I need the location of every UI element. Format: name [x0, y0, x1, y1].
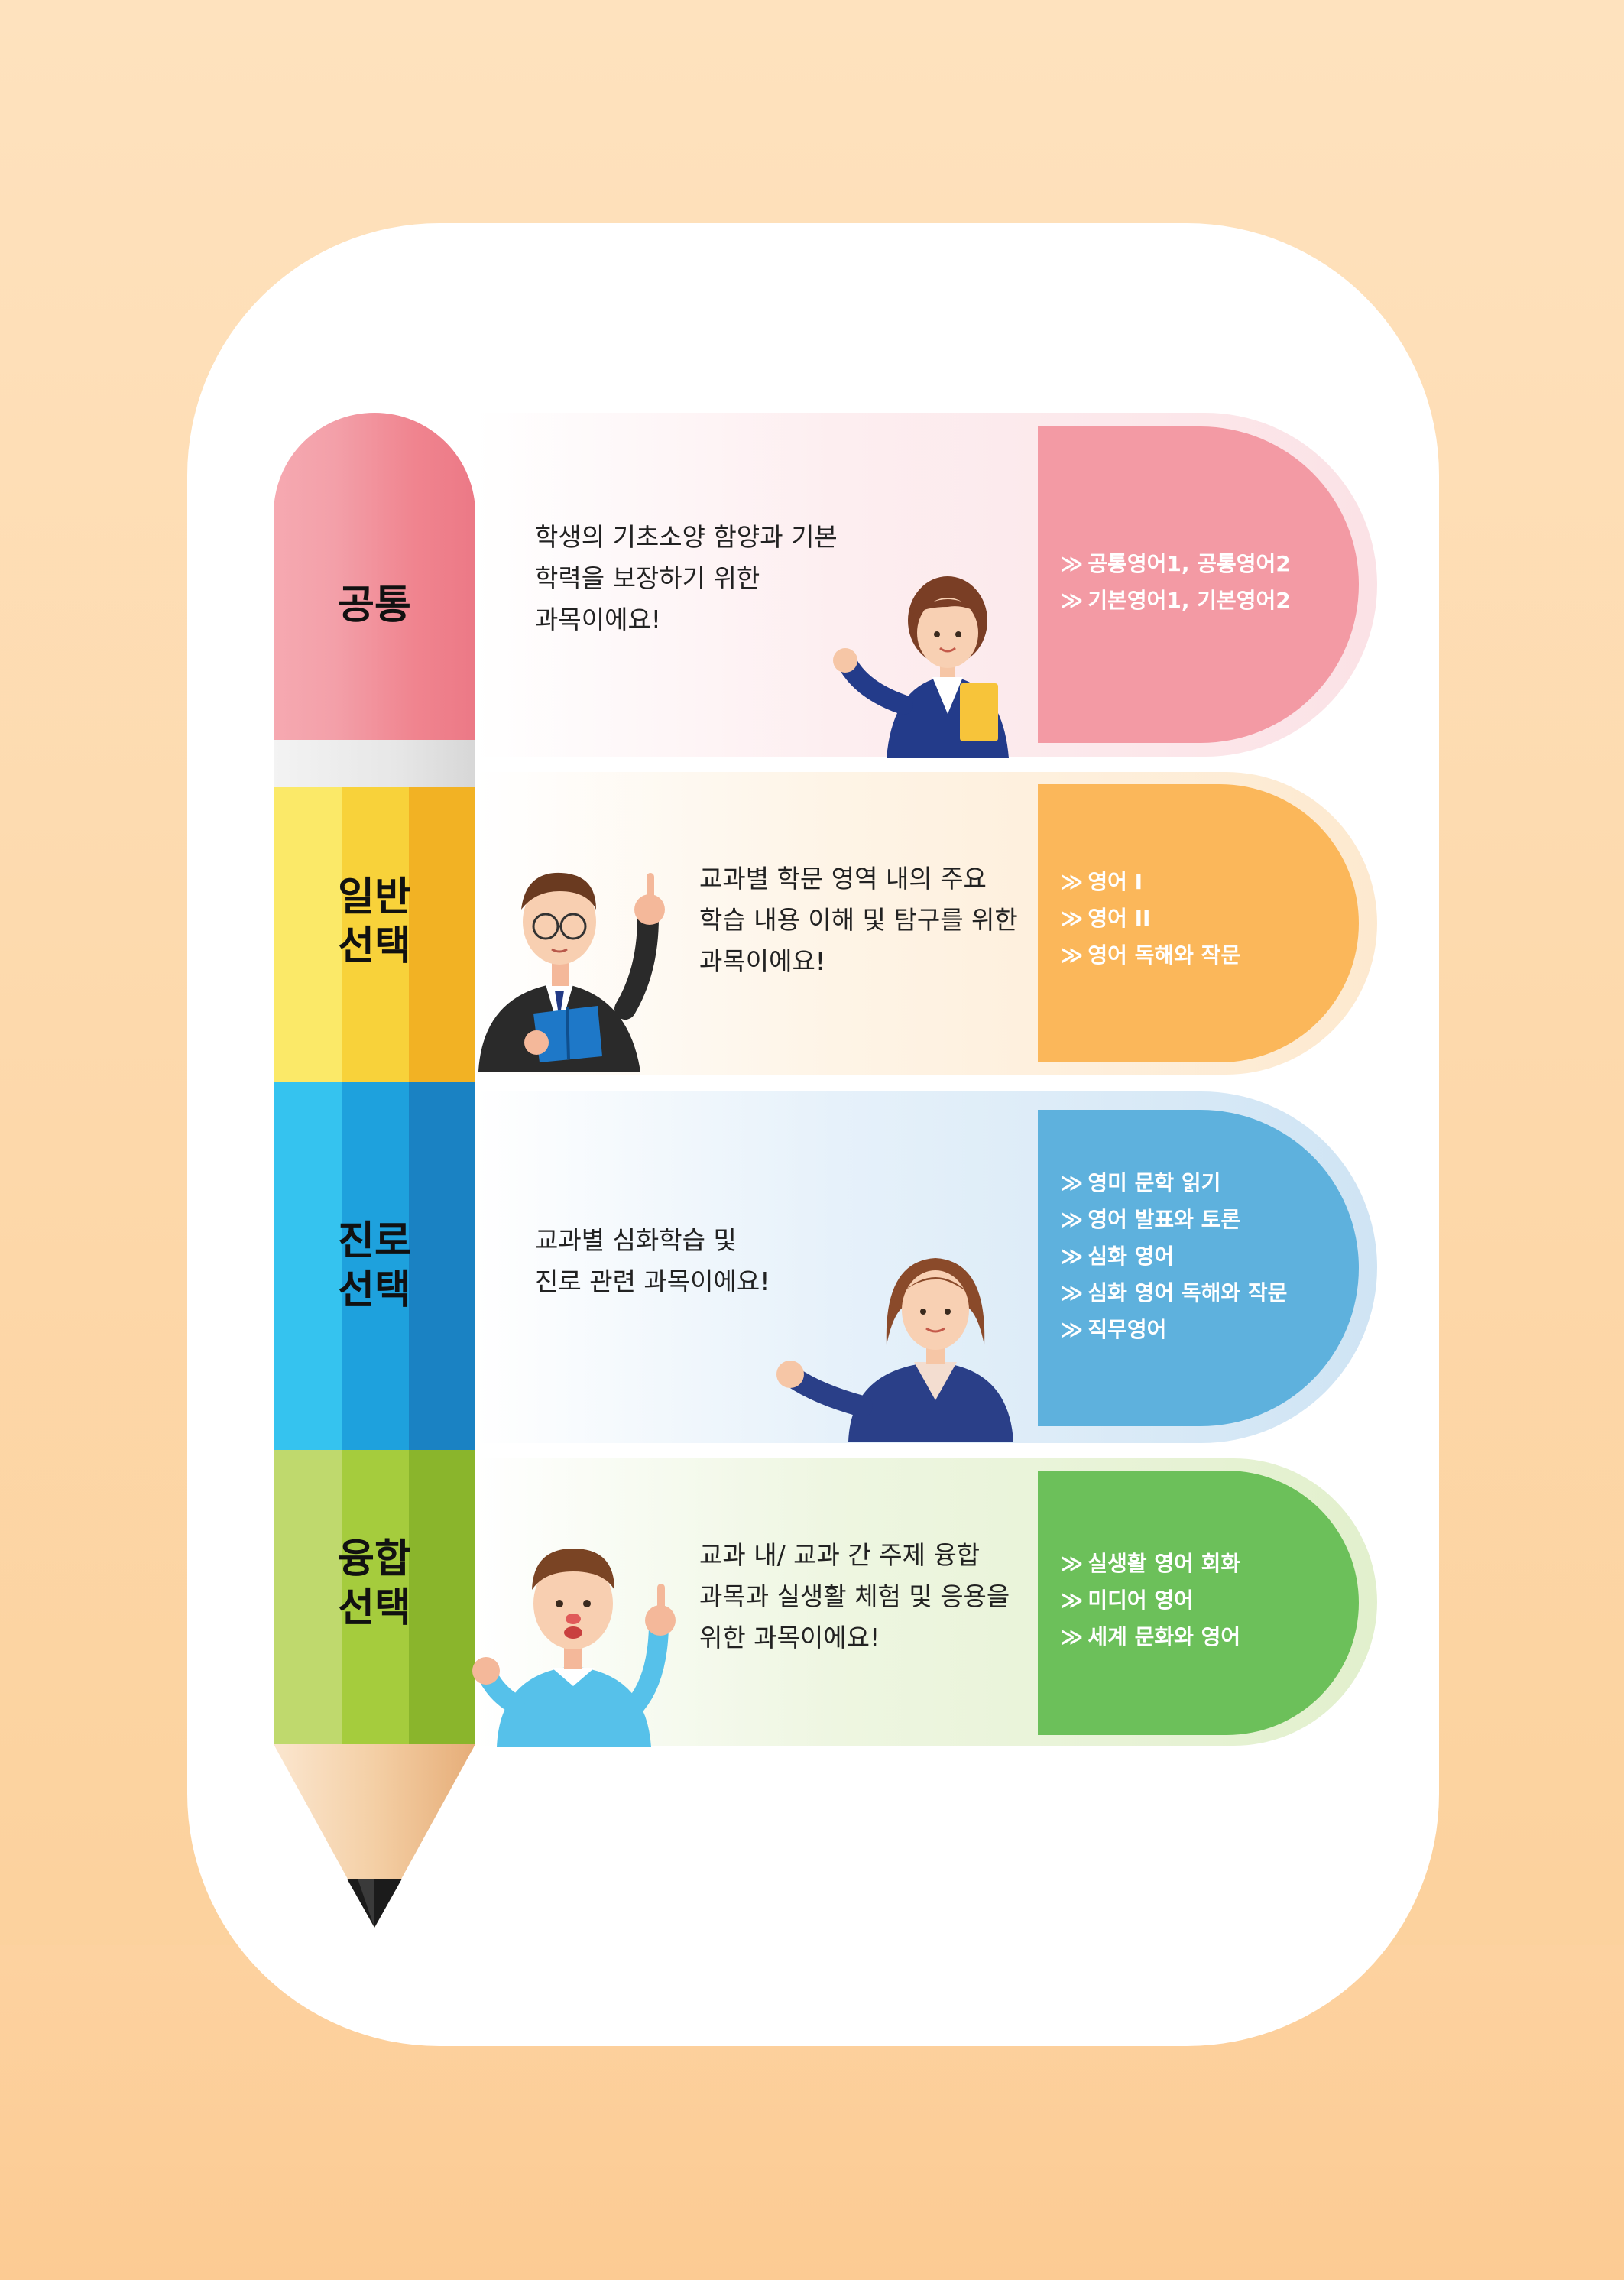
row-common-items: ≫ 공통영어1, 공통영어2 ≫ 기본영어1, 기본영어2	[1061, 546, 1291, 619]
category-label-common: 공통	[338, 582, 411, 628]
pencil-blue-segment	[274, 1082, 475, 1450]
pencil-yellow-segment	[274, 787, 475, 1082]
row-convergence-items: ≫ 실생활 영어 회화 ≫ 미디어 영어 ≫ 세계 문화와 영어	[1061, 1545, 1240, 1656]
row-career-description: 교과별 심화학습 및 진로 관련 과목이에요!	[535, 1225, 770, 1296]
list-item: ≫ 영어 독해와 작문	[1061, 942, 1241, 968]
row-career-tab	[1038, 1110, 1359, 1426]
list-item: ≫ 공통영어1, 공통영어2	[1061, 551, 1291, 576]
category-label-career: 진로 선택	[338, 1218, 411, 1313]
pencil-ferrule-segment	[274, 740, 475, 787]
pencil-tip-icon	[274, 1744, 475, 1928]
list-item: ≫ 영어 발표와 토론	[1061, 1207, 1241, 1232]
row-general-tab	[1038, 784, 1359, 1062]
list-item: ≫ 실생활 영어 회화	[1061, 1551, 1241, 1576]
category-label-convergence: 융합 선택	[338, 1536, 411, 1631]
pencil-eraser-segment	[274, 413, 475, 741]
category-label-general: 일반 선택	[338, 874, 411, 969]
list-item: ≫ 심화 영어	[1061, 1244, 1175, 1269]
row-general-description: 교과별 학문 영역 내의 주요 학습 내용 이해 및 탐구를 위한 과목이에요!	[699, 864, 1018, 976]
teacher-man-icon	[478, 872, 665, 1072]
student-boy-icon	[472, 1549, 676, 1747]
list-item: ≫ 심화 영어 독해와 작문	[1061, 1280, 1288, 1305]
list-item: ≫ 기본영어1, 기본영어2	[1061, 588, 1291, 613]
row-general-items: ≫ 영어 I ≫ 영어 II ≫ 영어 독해와 작문	[1061, 864, 1240, 974]
teacher-woman-icon	[833, 576, 1009, 758]
row-career-items: ≫ 영미 문학 읽기 ≫ 영어 발표와 토론 ≫ 심화 영어 ≫ 심화 영어 독해와 작…	[1061, 1165, 1287, 1348]
list-item: ≫ 영어 I	[1061, 869, 1143, 894]
row-common-description: 학생의 기초소양 함양과 기본 학력을 보장하기 위한 과목이에요!	[535, 522, 838, 634]
list-item: ≫ 세계 문화와 영어	[1061, 1624, 1241, 1649]
row-convergence-tab	[1038, 1471, 1359, 1735]
list-item: ≫ 영미 문학 읽기	[1061, 1170, 1221, 1195]
row-common-tab	[1038, 426, 1359, 743]
list-item: ≫ 미디어 영어	[1061, 1588, 1194, 1613]
list-item: ≫ 직무영어	[1061, 1317, 1167, 1342]
list-item: ≫ 영어 II	[1061, 906, 1151, 931]
row-convergence-description: 교과 내/ 교과 간 주제 융합 과목과 실생활 체험 및 응용을 위한 과목이…	[699, 1540, 1010, 1652]
teacher-woman-icon	[776, 1258, 1013, 1442]
pencil-green-segment	[274, 1450, 475, 1744]
